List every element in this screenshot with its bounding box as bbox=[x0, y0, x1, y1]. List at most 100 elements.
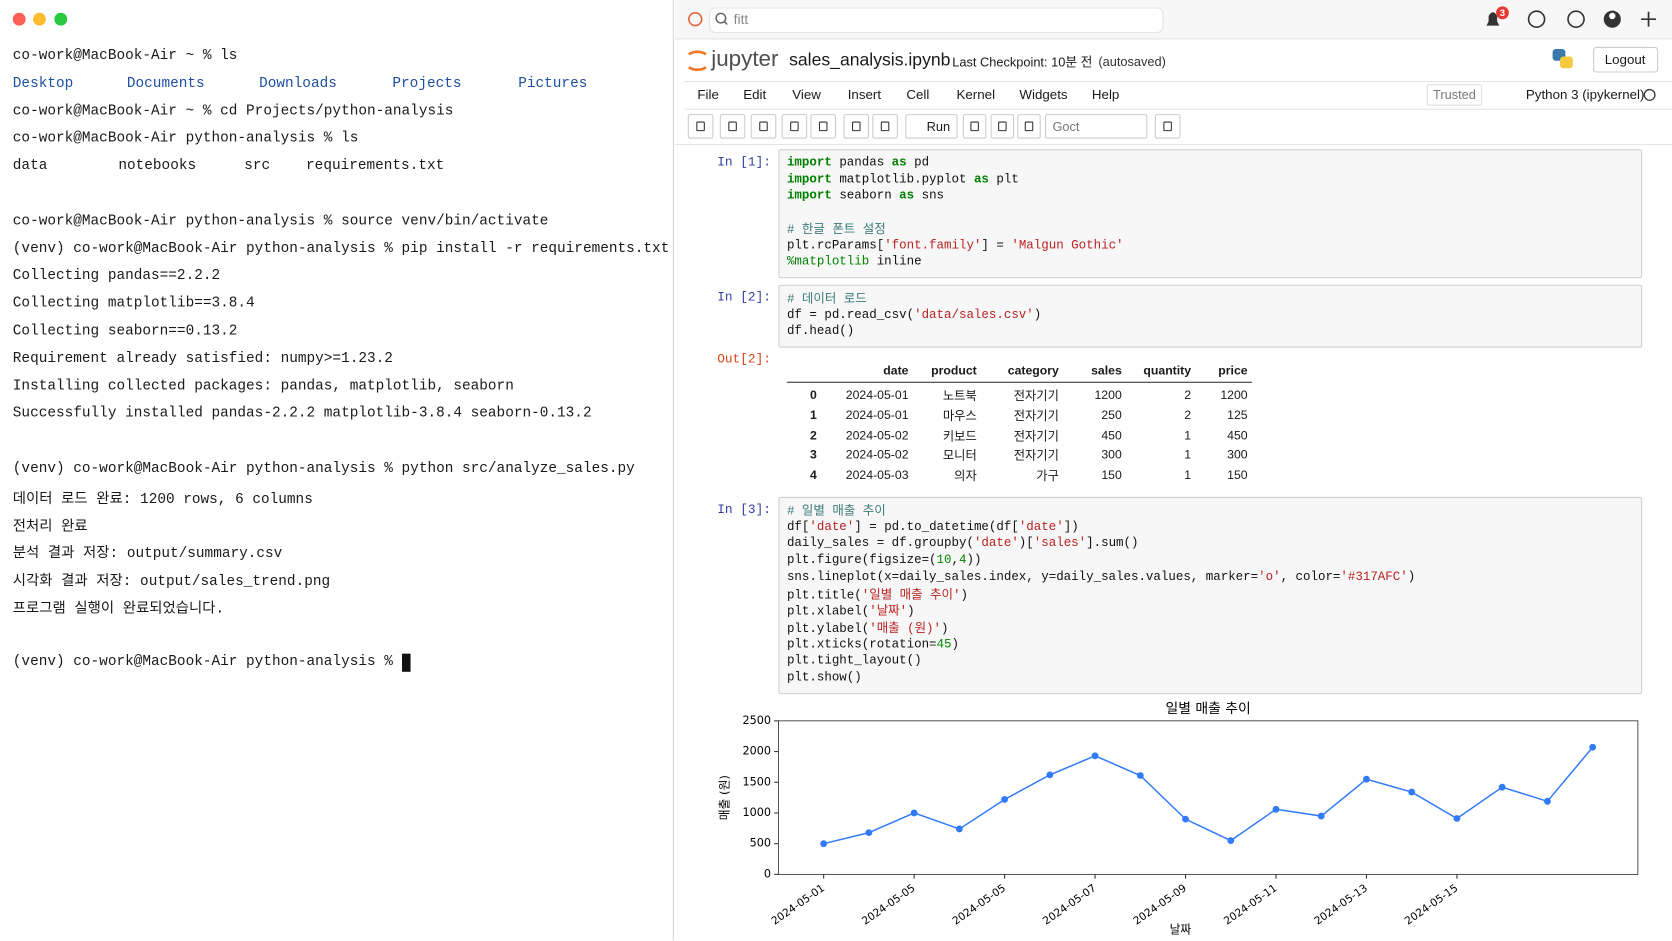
menu-item[interactable]: Insert bbox=[847, 87, 882, 103]
y-axis-label: 매출 (원) bbox=[718, 775, 732, 820]
info-icon[interactable] bbox=[1567, 10, 1585, 28]
table-cell: 1 bbox=[809, 409, 817, 423]
code-token: plt bbox=[988, 171, 1019, 187]
code-token: sns bbox=[914, 187, 945, 203]
run-label[interactable]: Run bbox=[926, 118, 951, 134]
code-token: matplotlib.pyplot bbox=[831, 171, 974, 187]
code-token: import bbox=[786, 187, 832, 203]
terminal-line: co-work@MacBook-Air ~ % cd Projects/pyth… bbox=[12, 103, 454, 120]
toolbar-button[interactable] bbox=[810, 114, 837, 139]
code-token: 4 bbox=[958, 552, 967, 568]
in-prompt: In [2]: bbox=[717, 290, 771, 305]
cursor bbox=[402, 653, 411, 672]
code-line: sns.lineplot(x=daily_sales.index, y=dail… bbox=[787, 569, 1415, 584]
code-line: import pandas as pd bbox=[787, 155, 929, 170]
terminal-entry: Downloads bbox=[259, 76, 337, 93]
menu-item[interactable]: Edit bbox=[743, 87, 767, 103]
toolbar-button[interactable] bbox=[750, 114, 777, 139]
code-token: inline bbox=[869, 253, 922, 269]
toolbar-icon bbox=[998, 121, 1007, 132]
menu-item[interactable]: Widgets bbox=[1019, 87, 1068, 103]
table-rule bbox=[786, 381, 1252, 383]
code-cell[interactable] bbox=[778, 149, 1643, 278]
table-cell: 1 bbox=[1184, 469, 1192, 483]
help-icon[interactable] bbox=[1527, 10, 1546, 28]
code-token: 'Malgun Gothic' bbox=[1011, 237, 1124, 253]
logout-button[interactable] bbox=[1593, 46, 1659, 73]
code-token: daily_sales = df.groupby( bbox=[786, 535, 974, 551]
menu-item[interactable]: Help bbox=[1091, 87, 1120, 103]
code-token: ) bbox=[941, 621, 949, 636]
close-dot[interactable] bbox=[12, 12, 26, 26]
data-point bbox=[1182, 815, 1189, 823]
code-token: plt.figure(figsize=( bbox=[786, 552, 937, 568]
code-line: # 데이터 로드 bbox=[787, 288, 867, 307]
terminal-entry: Projects bbox=[392, 76, 462, 93]
data-point bbox=[1001, 796, 1009, 803]
table-cell: 1200 bbox=[1220, 389, 1248, 403]
code-token: df = pd.read_csv( bbox=[786, 306, 915, 322]
search-box[interactable] bbox=[709, 7, 1164, 34]
table-cell: 300 bbox=[1227, 449, 1248, 463]
data-point bbox=[865, 829, 873, 837]
badge-count: 3 bbox=[1499, 7, 1506, 19]
kernel-indicator bbox=[1643, 88, 1656, 101]
x-tick-label: 2024-05-09 bbox=[1131, 881, 1189, 927]
trusted: Trusted bbox=[1433, 87, 1476, 103]
badge bbox=[1496, 6, 1509, 20]
notebook-name[interactable]: sales_analysis.ipynb bbox=[789, 50, 951, 70]
data-point bbox=[1227, 837, 1235, 845]
bell-icon[interactable] bbox=[1486, 12, 1500, 26]
table-cell: 가구 bbox=[1036, 470, 1059, 484]
toolbar-button[interactable] bbox=[872, 114, 898, 139]
data-point bbox=[1136, 772, 1144, 779]
toolbar-button[interactable] bbox=[781, 114, 808, 139]
table-cell: 4 bbox=[809, 469, 817, 483]
toolbar-icon bbox=[970, 121, 979, 132]
menu-item[interactable]: Kernel bbox=[956, 87, 996, 103]
table-header: category bbox=[1007, 364, 1059, 378]
toolbar-button[interactable] bbox=[1154, 114, 1181, 139]
toolbar-button[interactable] bbox=[687, 114, 714, 139]
toolbar-button[interactable] bbox=[1017, 114, 1041, 139]
toolbar-icon bbox=[1163, 121, 1172, 132]
plus-icon[interactable] bbox=[1641, 11, 1657, 27]
toolbar-button[interactable] bbox=[843, 114, 870, 139]
in-prompt: In [1]: bbox=[717, 154, 771, 170]
toolbar-button[interactable] bbox=[719, 114, 746, 139]
menu-item[interactable]: Cell bbox=[906, 87, 930, 103]
terminal-line: (venv) co-work@MacBook-Air python-analys… bbox=[12, 241, 670, 258]
cell-type[interactable]: Goct bbox=[1052, 118, 1080, 134]
code-line: plt.xlabel('날짜') bbox=[787, 601, 915, 619]
x-tick-label: 2024-05-05 bbox=[859, 881, 917, 927]
toolbar-button[interactable] bbox=[962, 114, 987, 139]
toolbar-icon bbox=[759, 121, 768, 132]
terminal-line: Installing collected packages: pandas, m… bbox=[12, 378, 514, 395]
toolbar-button[interactable] bbox=[990, 114, 1015, 139]
data-point bbox=[820, 840, 828, 848]
zoom-dot[interactable] bbox=[54, 12, 68, 26]
cell-type-select[interactable] bbox=[1045, 114, 1148, 139]
table-cell: 250 bbox=[1101, 409, 1122, 423]
data-point bbox=[1317, 812, 1325, 820]
menu-item[interactable]: File bbox=[697, 87, 719, 103]
minimize-dot[interactable] bbox=[33, 12, 46, 26]
code-token: # 일별 매출 추이 bbox=[786, 503, 886, 519]
terminal-entry: Pictures bbox=[518, 76, 588, 93]
logout[interactable]: Logout bbox=[1604, 52, 1646, 68]
toolbar-icon bbox=[790, 121, 799, 132]
terminal-entry: requirements.txt bbox=[306, 158, 445, 175]
toolbar-button[interactable] bbox=[905, 114, 958, 139]
terminal-line: co-work@MacBook-Air ~ % ls bbox=[12, 48, 238, 65]
data-line bbox=[823, 746, 1594, 845]
menu-item[interactable]: View bbox=[792, 87, 821, 103]
code-token: plt.tight_layout() bbox=[786, 652, 922, 668]
code-token: 45 bbox=[936, 636, 952, 652]
code-token: ]) bbox=[1063, 518, 1079, 534]
autosaved: (autosaved) bbox=[1098, 54, 1166, 70]
code-cell[interactable] bbox=[778, 284, 1643, 348]
code-token: plt.xticks(rotation= bbox=[786, 636, 937, 652]
terminal-line: 데이터 로드 완료: 1200 rows, 6 columns bbox=[12, 491, 313, 508]
code-line: plt.show() bbox=[787, 670, 862, 685]
code-cell[interactable] bbox=[778, 496, 1643, 694]
